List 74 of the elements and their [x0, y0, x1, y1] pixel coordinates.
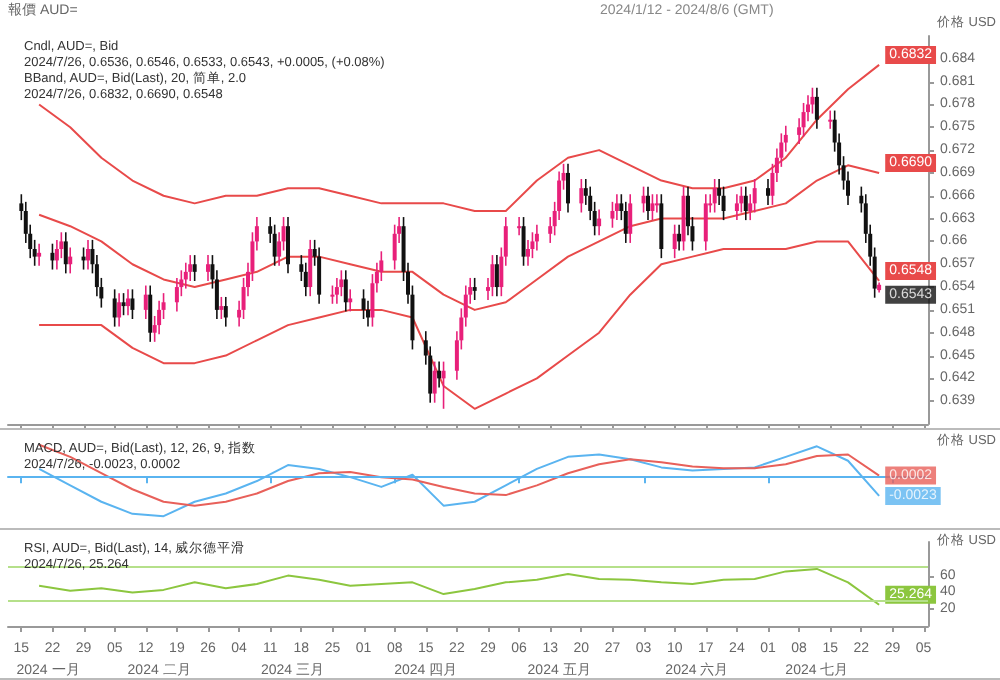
- candlestick: [703, 193, 708, 252]
- candlestick: [339, 269, 344, 297]
- candlestick: [494, 254, 499, 297]
- candlestick: [317, 246, 322, 305]
- candlestick: [650, 193, 655, 221]
- candlestick: [37, 242, 42, 267]
- candlestick: [126, 288, 130, 317]
- candlestick: [361, 288, 366, 320]
- candlestick: [343, 269, 348, 313]
- candlestick: [121, 292, 126, 317]
- candlestick: [392, 223, 397, 271]
- candlestick: [766, 178, 770, 206]
- line-series: [38, 164, 881, 311]
- candlestick: [308, 239, 313, 297]
- line-series: [38, 567, 881, 606]
- candlestick: [143, 284, 148, 320]
- candlestick: [739, 185, 744, 214]
- candlestick: [303, 261, 308, 297]
- candlestick: [801, 102, 806, 138]
- candlestick: [50, 242, 55, 271]
- candlestick: [752, 178, 757, 214]
- candlestick: [183, 261, 188, 290]
- candlestick: [623, 201, 628, 244]
- candlestick: [157, 299, 162, 336]
- candlestick: [654, 193, 659, 214]
- candlestick: [437, 360, 442, 389]
- candlestick: [810, 86, 815, 115]
- candlestick: [117, 292, 122, 328]
- candlestick: [174, 277, 179, 313]
- candlestick: [641, 185, 646, 214]
- candlestick: [272, 223, 277, 267]
- candlestick: [286, 216, 290, 275]
- candlestick: [472, 277, 477, 301]
- candlestick: [677, 223, 682, 252]
- candlestick: [490, 254, 495, 297]
- candlestick: [521, 216, 526, 267]
- candlestick: [828, 109, 833, 130]
- candlestick: [206, 254, 210, 282]
- candlestick: [814, 86, 819, 130]
- candlestick: [188, 254, 193, 282]
- line-series: [38, 240, 881, 410]
- candlestick: [86, 239, 90, 271]
- candlestick: [646, 185, 650, 221]
- candlestick: [334, 277, 339, 305]
- candlestick: [112, 288, 117, 328]
- candlestick: [223, 296, 228, 328]
- candlestick: [441, 360, 446, 410]
- candlestick: [63, 231, 68, 275]
- candlestick: [712, 178, 717, 214]
- candlestick: [743, 185, 748, 221]
- candlestick: [432, 360, 437, 404]
- candlestick: [130, 288, 135, 320]
- candlestick: [517, 216, 522, 237]
- candlestick: [148, 284, 153, 343]
- candlestick: [614, 193, 619, 221]
- candlestick: [68, 246, 73, 275]
- candlestick: [348, 288, 353, 313]
- candlestick: [734, 193, 739, 221]
- candlestick: [330, 284, 335, 305]
- candlestick: [534, 223, 539, 252]
- candlestick: [219, 296, 224, 320]
- candlestick: [628, 193, 633, 244]
- candlestick: [597, 208, 602, 237]
- candlestick: [579, 178, 584, 214]
- candlestick: [526, 239, 530, 267]
- candlestick: [530, 231, 535, 259]
- candlestick: [681, 185, 686, 252]
- candlestick: [566, 163, 570, 214]
- candlestick: [54, 239, 59, 271]
- candlestick: [721, 185, 726, 221]
- candlestick: [610, 201, 615, 229]
- candlestick: [659, 193, 664, 259]
- candlestick: [192, 254, 197, 282]
- candlestick: [672, 223, 677, 259]
